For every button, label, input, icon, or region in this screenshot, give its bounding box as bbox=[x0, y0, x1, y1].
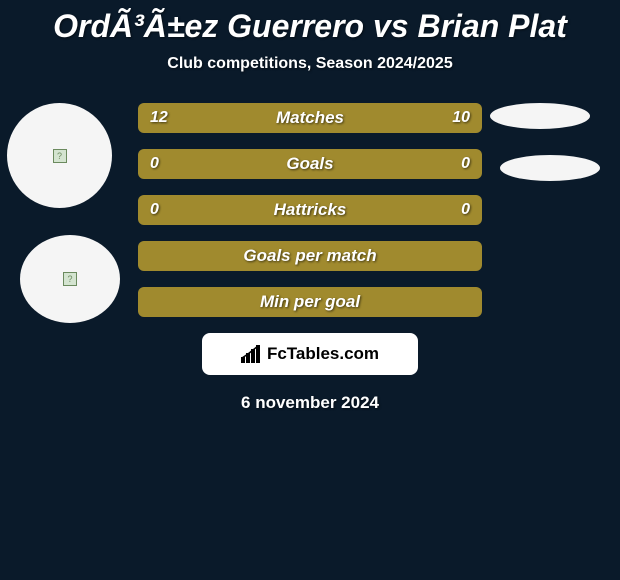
stat-value-right: 10 bbox=[452, 109, 470, 127]
player2-avatar bbox=[490, 103, 590, 129]
stat-label: Min per goal bbox=[260, 292, 360, 312]
stat-value-left: 0 bbox=[150, 201, 159, 219]
player2-club-avatar bbox=[500, 155, 600, 181]
stat-label: Matches bbox=[276, 108, 344, 128]
stat-value-right: 0 bbox=[461, 201, 470, 219]
player1-club-avatar: ? bbox=[20, 235, 120, 323]
stat-bars: 12 Matches 10 0 Goals 0 0 Hattricks 0 Go… bbox=[138, 103, 482, 317]
stat-row-goals: 0 Goals 0 bbox=[138, 149, 482, 179]
stat-value-right: 0 bbox=[461, 155, 470, 173]
stat-label: Goals bbox=[286, 154, 333, 174]
stat-row-matches: 12 Matches 10 bbox=[138, 103, 482, 133]
brand-label: FcTables.com bbox=[267, 344, 379, 364]
stat-label: Hattricks bbox=[274, 200, 347, 220]
page-title: OrdÃ³Ã±ez Guerrero vs Brian Plat bbox=[0, 0, 620, 45]
subtitle: Club competitions, Season 2024/2025 bbox=[0, 55, 620, 73]
comparison-content: ? ? 12 Matches 10 0 Goals 0 0 Hattricks … bbox=[0, 103, 620, 413]
image-placeholder-icon: ? bbox=[53, 149, 67, 163]
player1-avatar: ? bbox=[7, 103, 112, 208]
stat-label: Goals per match bbox=[243, 246, 376, 266]
image-placeholder-icon: ? bbox=[63, 272, 77, 286]
stat-row-min-per-goal: Min per goal bbox=[138, 287, 482, 317]
stat-value-left: 12 bbox=[150, 109, 168, 127]
stat-row-goals-per-match: Goals per match bbox=[138, 241, 482, 271]
stat-value-left: 0 bbox=[150, 155, 159, 173]
stat-row-hattricks: 0 Hattricks 0 bbox=[138, 195, 482, 225]
brand-box[interactable]: FcTables.com bbox=[202, 333, 418, 375]
date-label: 6 november 2024 bbox=[0, 393, 620, 413]
chart-icon bbox=[241, 345, 263, 363]
